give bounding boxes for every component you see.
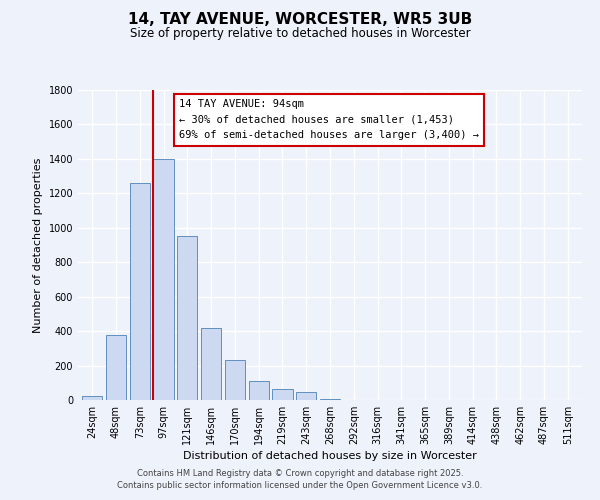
Text: 14, TAY AVENUE, WORCESTER, WR5 3UB: 14, TAY AVENUE, WORCESTER, WR5 3UB — [128, 12, 472, 28]
Bar — [177, 236, 197, 400]
Text: 14 TAY AVENUE: 94sqm
← 30% of detached houses are smaller (1,453)
69% of semi-de: 14 TAY AVENUE: 94sqm ← 30% of detached h… — [179, 100, 479, 140]
Bar — [106, 334, 126, 400]
Y-axis label: Number of detached properties: Number of detached properties — [33, 158, 43, 332]
Bar — [201, 328, 221, 400]
X-axis label: Distribution of detached houses by size in Worcester: Distribution of detached houses by size … — [183, 451, 477, 461]
Bar — [225, 360, 245, 400]
Bar — [272, 389, 293, 400]
Text: Contains public sector information licensed under the Open Government Licence v3: Contains public sector information licen… — [118, 481, 482, 490]
Text: Size of property relative to detached houses in Worcester: Size of property relative to detached ho… — [130, 28, 470, 40]
Bar — [296, 392, 316, 400]
Bar — [154, 159, 173, 400]
Bar — [82, 396, 103, 400]
Bar — [248, 381, 269, 400]
Bar — [130, 183, 150, 400]
Text: Contains HM Land Registry data © Crown copyright and database right 2025.: Contains HM Land Registry data © Crown c… — [137, 468, 463, 477]
Bar — [320, 399, 340, 400]
